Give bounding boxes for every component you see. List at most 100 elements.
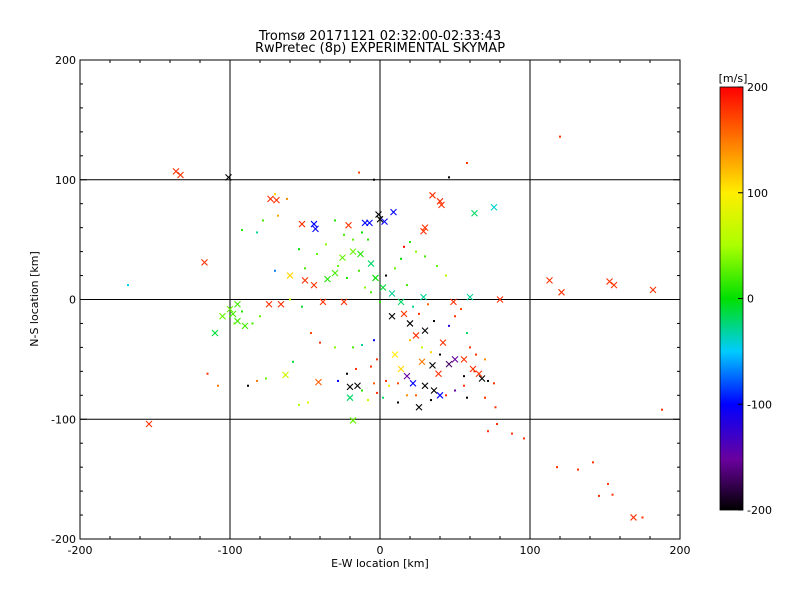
data-point-dot: [358, 171, 360, 174]
data-point-cross: [225, 173, 232, 181]
data-point-cross: [331, 269, 339, 277]
data-point-cross: [436, 391, 444, 399]
data-point-cross: [388, 312, 396, 320]
data-point-dot: [316, 252, 318, 255]
data-point-dot: [127, 284, 129, 287]
data-point-cross: [466, 293, 474, 301]
data-point-dot: [424, 255, 426, 258]
data-point-dot: [598, 494, 600, 497]
data-point-dot: [277, 214, 279, 217]
data-point-cross: [606, 278, 613, 285]
data-point-dot: [611, 493, 614, 496]
data-point-dot: [397, 382, 399, 385]
data-point-cross: [406, 320, 414, 327]
data-point-cross: [429, 191, 436, 199]
data-point-cross: [339, 254, 346, 261]
data-point-dot: [559, 135, 561, 138]
data-point-dot: [307, 401, 309, 404]
data-point-dot: [496, 423, 498, 426]
data-point-dot: [460, 308, 462, 311]
data-point-dot: [445, 274, 447, 277]
data-point-dot: [403, 245, 405, 248]
data-points: [127, 135, 663, 521]
data-point-cross: [354, 382, 361, 390]
data-point-cross: [379, 284, 387, 291]
x-tick-label: 0: [377, 544, 384, 557]
data-point-dot: [343, 233, 345, 236]
data-point-cross: [265, 300, 273, 308]
data-point-dot: [448, 324, 450, 327]
data-point-dot: [466, 396, 468, 399]
data-point-dot: [262, 219, 264, 222]
data-point-cross: [372, 274, 379, 282]
y-tick-label: 200: [55, 54, 76, 67]
data-point-dot: [397, 401, 399, 404]
data-point-dot: [406, 394, 408, 397]
data-point-cross: [438, 201, 445, 209]
data-point-cross: [357, 250, 364, 258]
data-point-cross: [436, 197, 444, 205]
data-point-dot: [361, 389, 363, 392]
data-point-dot: [454, 315, 456, 318]
chart-title: Tromsø 20171121 02:32:00-02:33:43: [258, 29, 501, 44]
data-point-cross: [400, 310, 408, 318]
data-point-cross: [439, 339, 447, 346]
data-point-cross: [177, 171, 184, 179]
data-point-dot: [493, 382, 495, 385]
data-point-dot: [301, 305, 303, 308]
x-ticks: -200 -100 0 100 200: [68, 60, 691, 557]
x-tick-label: -200: [68, 544, 93, 557]
data-point-dot: [376, 391, 378, 394]
data-point-dot: [385, 274, 387, 277]
data-point-dot: [487, 430, 489, 433]
data-point-cross: [478, 375, 486, 382]
data-point-dot: [466, 332, 468, 335]
data-point-dot: [430, 351, 432, 354]
data-point-cross: [397, 298, 405, 306]
data-point-dot: [382, 396, 384, 399]
data-point-dot: [448, 176, 450, 179]
data-point-cross: [409, 379, 417, 387]
data-point-dot: [463, 384, 465, 387]
data-point-dot: [337, 264, 339, 267]
data-point-cross: [412, 332, 420, 339]
data-point-dot: [367, 238, 369, 241]
data-point-cross: [367, 260, 375, 267]
data-point-dot: [319, 341, 321, 344]
data-point-dot: [233, 322, 236, 325]
data-point-dot: [607, 482, 609, 485]
data-point-dot: [346, 276, 348, 279]
data-point-dot: [251, 322, 254, 325]
data-point-cross: [282, 371, 289, 379]
data-point-dot: [241, 310, 243, 313]
data-point-dot: [370, 365, 372, 368]
colorbar-tick-label: 200: [747, 81, 768, 94]
data-point-dot: [352, 346, 354, 349]
data-point-cross: [429, 361, 436, 369]
data-point-dot: [361, 231, 363, 234]
x-axis-label: E-W location [km]: [331, 557, 429, 570]
data-point-dot: [256, 379, 258, 382]
data-point-dot: [217, 384, 219, 387]
x-tick-label: -100: [218, 544, 243, 557]
data-point-dot: [484, 396, 486, 399]
data-point-cross: [375, 211, 382, 218]
data-point-cross: [267, 195, 274, 203]
data-point-dot: [388, 384, 390, 387]
data-point-dot: [661, 408, 663, 411]
data-point-dot: [298, 248, 300, 251]
data-point-cross: [315, 378, 322, 386]
data-point-dot: [373, 382, 375, 385]
data-point-dot: [364, 286, 366, 289]
data-point-dot: [430, 399, 432, 402]
data-point-cross: [496, 296, 504, 303]
data-point-cross: [546, 276, 553, 284]
data-point-cross: [430, 387, 438, 394]
data-point-dot: [259, 315, 261, 318]
colorbar-tick-label: -200: [747, 504, 772, 517]
data-point-cross: [310, 281, 318, 289]
data-point-cross: [388, 290, 396, 297]
data-point-cross: [418, 358, 426, 366]
data-point-cross: [340, 298, 348, 306]
data-point-dot: [373, 178, 375, 181]
